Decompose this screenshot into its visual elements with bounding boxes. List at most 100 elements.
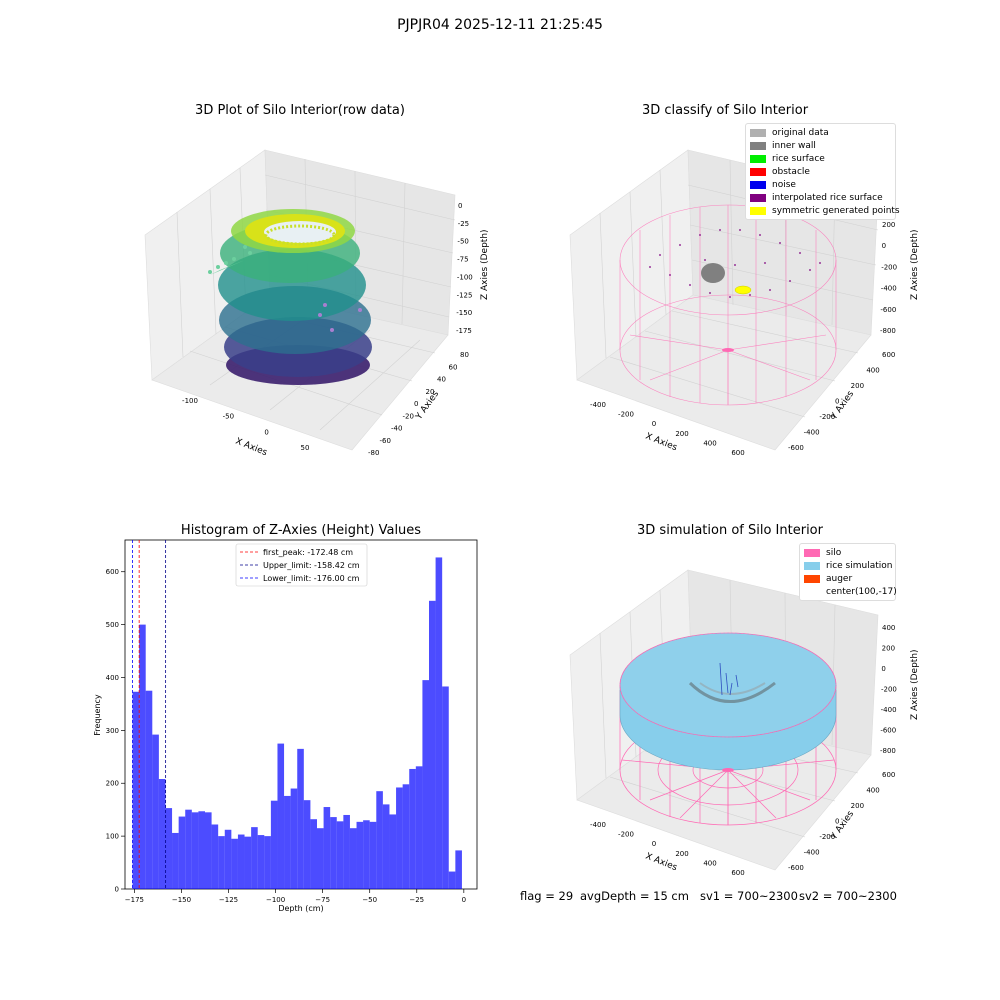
plot4-z-tick: 400 (882, 624, 895, 632)
histogram-bar (178, 816, 186, 889)
histogram-bar (349, 828, 357, 889)
legend-swatch (750, 154, 766, 163)
histogram-bar (409, 768, 416, 889)
plot1-z-tick: -25 (458, 220, 469, 228)
histogram-bar (382, 804, 390, 889)
plot1-x-tick: -100 (182, 397, 198, 405)
histogram-bar (303, 800, 311, 889)
plot2-y-tick: -200 (819, 413, 835, 421)
plot1-z-ticks: 0 -25 -50 -75 -100 -125 -150 -175 (456, 202, 473, 335)
histogram-x-tick: −100 (266, 896, 285, 904)
histogram-y-tick: 0 (115, 886, 119, 894)
histogram-x-tick: −150 (172, 896, 191, 904)
legend-label: rice surface (772, 153, 825, 164)
plot4-x-tick: -400 (590, 821, 606, 829)
histogram-legend-label: Lower_limit: -176.00 cm (263, 574, 360, 583)
plot2-x-tick: -200 (618, 411, 634, 419)
plot1-z-tick: -75 (457, 256, 468, 264)
plot4-x-tick: 400 (703, 859, 716, 867)
legend-label: inner wall (772, 140, 816, 151)
legend-entry: original data (746, 126, 895, 139)
plot4-z-tick: 0 (881, 665, 885, 673)
plot2-z-tick: -800 (880, 327, 896, 335)
legend-entry: silo (800, 546, 895, 559)
histogram-bar (152, 734, 159, 889)
legend-label: interpolated rice surface (772, 192, 883, 203)
plot2-z-tick: 0 (882, 242, 886, 250)
plot4-y-label: Y Axies (829, 809, 857, 842)
plot1-y-tick: 60 (449, 363, 458, 371)
histogram-bar (336, 821, 344, 889)
histogram-bar (145, 690, 153, 889)
plot1-z-tick: -150 (456, 309, 472, 317)
histogram-reference-lines (132, 540, 167, 889)
plot2-obstacle-cloud (701, 263, 725, 283)
histogram-bar (198, 811, 205, 889)
plot1-x-label: X Axies (234, 437, 269, 459)
legend-label: rice simulation (826, 560, 893, 571)
figure-title: PJPJR04 2025-12-11 21:25:45 (397, 17, 603, 33)
plot4-bottom-center (722, 768, 734, 772)
histogram-bar (224, 829, 232, 889)
histogram-bar (323, 807, 331, 889)
plot2-interpolated-surface (649, 229, 821, 298)
histogram-y-tick: 400 (106, 674, 119, 682)
plot2-x-label: X Axies (644, 432, 679, 454)
histogram-bar (205, 812, 212, 889)
plot3-title: Histogram of Z-Axies (Height) Values (180, 523, 422, 538)
legend-label: auger (826, 573, 853, 584)
plot2-y-label: Y Axies (829, 389, 857, 422)
histogram-bar (422, 680, 429, 889)
plot1-y-tick: 0 (414, 400, 418, 408)
histogram-bar (165, 808, 173, 889)
histogram-bar (284, 795, 291, 889)
histogram-x-tick: −75 (315, 896, 330, 904)
histogram-bar (435, 557, 443, 889)
plot4-y-tick: -600 (788, 864, 804, 872)
plot4-auger (719, 662, 739, 696)
status-sv1: sv1 = 700~2300 (700, 889, 798, 903)
plot2-y-tick: -400 (804, 429, 820, 437)
histogram-bar (185, 809, 192, 889)
legend-entry: inner wall (746, 139, 895, 152)
legend-swatch (750, 193, 766, 202)
plot1-z-tick: -100 (457, 273, 473, 281)
plot4-legend: silo rice simulation auger center(100,-17) (799, 543, 897, 601)
plot2-symmetric-points (734, 285, 752, 295)
legend-entry: interpolated rice surface (746, 191, 895, 204)
plot4-z-tick: -200 (881, 686, 897, 694)
histogram-x-ticks: −175 −150 −125 −100 −75 −50 −25 0 (125, 889, 466, 904)
plot2-silo-wireframe (619, 204, 837, 406)
histogram-y-tick: 600 (106, 568, 119, 576)
plot2-y-tick: 600 (882, 351, 895, 359)
plot2-z-tick: -400 (881, 285, 897, 293)
histogram-bar (277, 743, 285, 889)
plot4-y-tick: -400 (804, 849, 820, 857)
plot2-x-tick: 400 (703, 439, 716, 447)
plot1-x-ticks: -100 -50 0 50 (182, 397, 309, 452)
plot2-y-tick: 0 (835, 398, 839, 406)
histogram-y-ticks: 0 100 200 300 400 500 600 (106, 568, 125, 894)
status-avg-depth: avgDepth = 15 cm (580, 889, 689, 903)
histogram-bar (132, 691, 140, 889)
histogram-bar (231, 838, 238, 889)
plot2-x-tick: 0 (652, 420, 656, 428)
plot2-x-tick: 200 (675, 430, 688, 438)
plot2-y-tick: 400 (866, 367, 879, 375)
legend-label: center(100,-17) (826, 586, 897, 597)
histogram-bar (415, 766, 423, 889)
histogram-bar (429, 600, 436, 889)
status-sv2: sv2 = 700~2300 (799, 889, 897, 903)
legend-entry: auger (800, 572, 895, 585)
legend-entry: rice surface (746, 152, 895, 165)
plot4-z-tick: 200 (882, 645, 895, 653)
legend-entry: obstacle (746, 165, 895, 178)
histogram-legend-label: Upper_limit: -158.42 cm (263, 561, 360, 570)
histogram-bar (172, 832, 179, 889)
histogram-bar (448, 871, 456, 889)
legend-swatch (750, 128, 766, 137)
plot4-x-tick: -200 (618, 831, 634, 839)
